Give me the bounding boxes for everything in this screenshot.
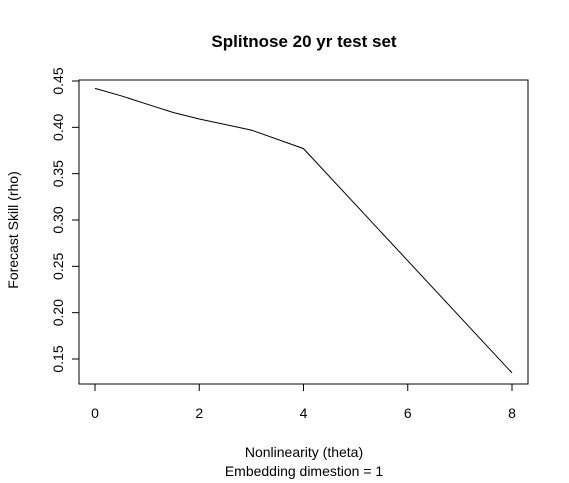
series-layer [94,87,513,374]
x-tick-label: 8 [508,405,516,421]
plot-frame [78,79,529,385]
y-axis-label: Forecast Skill (rho) [5,171,21,288]
x-tick-label: 0 [91,405,99,421]
y-tick-label: 0.15 [50,345,66,372]
x-axis: 0 2 4 6 8 [91,383,516,421]
y-tick-label: 0.35 [50,160,66,187]
y-tick-label: 0.30 [50,206,66,233]
y-tick-label: 0.40 [50,113,66,140]
x-tick-label: 4 [300,405,308,421]
x-tick-label: 6 [404,405,412,421]
y-tick-label: 0.45 [50,67,66,94]
x-axis-label: Nonlinearity (theta) [245,444,363,460]
x-tick-label: 2 [195,405,203,421]
x-axis-subtitle: Embedding dimestion = 1 [225,463,384,479]
chart-title: Splitnose 20 yr test set [211,32,397,51]
series-line [94,87,513,374]
y-tick-label: 0.25 [50,252,66,279]
y-tick-label: 0.20 [50,299,66,326]
y-axis: 0.15 0.20 0.25 0.30 0.35 0.40 0.45 [50,67,80,373]
